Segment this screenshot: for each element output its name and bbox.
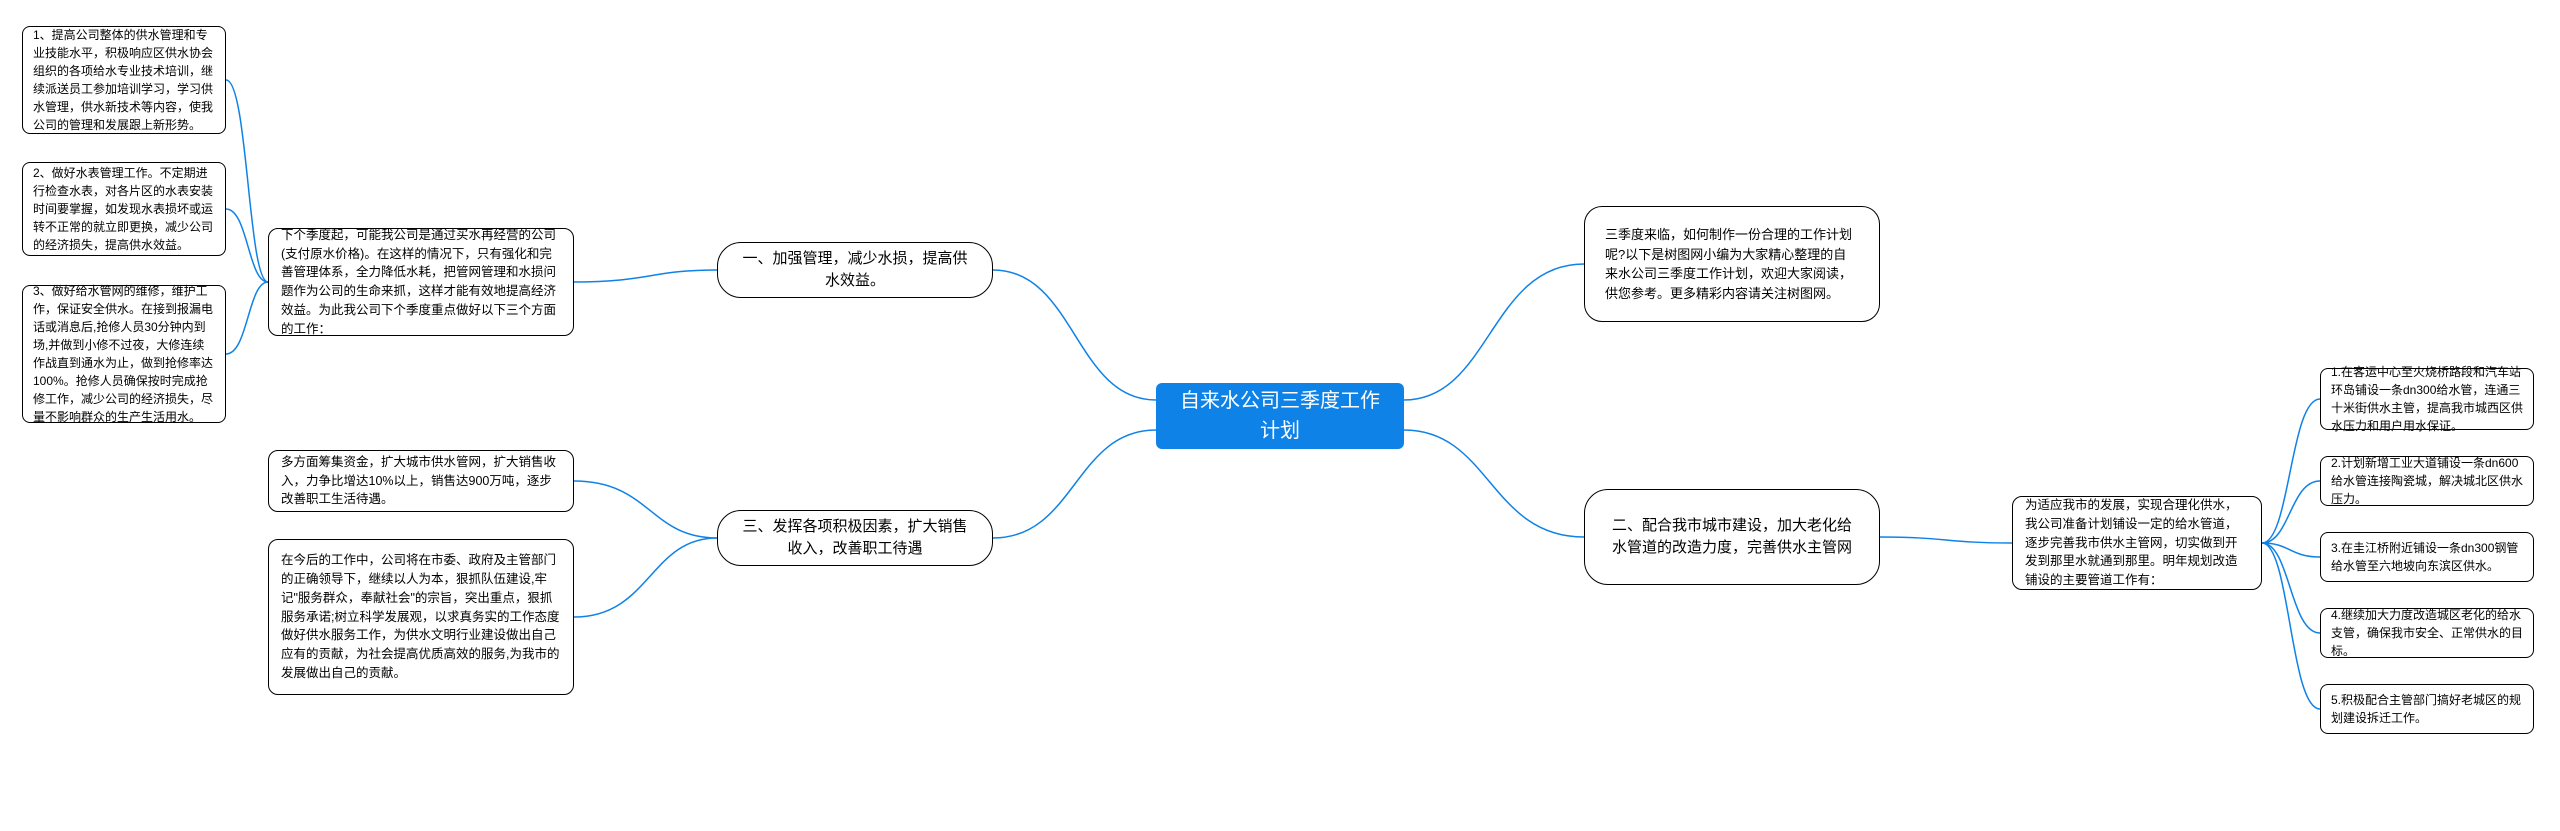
branch-1-sub: 下个季度起，可能我公司是通过买水再经营的公司(支付原水价格)。在这样的情况下，只…	[268, 228, 574, 336]
branch-1-sub-text: 下个季度起，可能我公司是通过买水再经营的公司(支付原水价格)。在这样的情况下，只…	[281, 226, 561, 339]
branch-2-leaf-2-text: 2.计划新增工业大道铺设一条dn600给水管连接陶瓷城，解决城北区供水压力。	[2331, 454, 2523, 508]
branch-2-leaf-4: 4.继续加大力度改造城区老化的给水支管，确保我市安全、正常供水的目标。	[2320, 608, 2534, 658]
branch-2-title: 二、配合我市城市建设，加大老化给水管道的改造力度，完善供水主管网	[1605, 515, 1859, 560]
center-label: 自来水公司三季度工作计划	[1174, 386, 1386, 446]
branch-2-leaf-1: 1.在客运中心至火烧桥路段和汽车站环岛铺设一条dn300给水管，连通三十米街供水…	[2320, 368, 2534, 430]
intro-text: 三季度来临，如何制作一份合理的工作计划呢?以下是树图网小编为大家精心整理的自来水…	[1605, 225, 1859, 303]
branch-3-sub-1: 多方面筹集资金，扩大城市供水管网，扩大销售收入，力争比增达10%以上，销售达90…	[268, 450, 574, 512]
branch-2-leaf-3: 3.在圭江桥附近铺设一条dn300钢管给水管至六地坡向东滨区供水。	[2320, 532, 2534, 582]
branch-3: 三、发挥各项积极因素，扩大销售收入，改善职工待遇	[717, 510, 993, 566]
branch-1-leaf-3-text: 3、做好给水管网的维修，维护工作，保证安全供水。在接到报漏电话或消息后,抢修人员…	[33, 282, 215, 426]
branch-2-sub-text: 为适应我市的发展，实现合理化供水，我公司准备计划铺设一定的给水管道，逐步完善我市…	[2025, 496, 2249, 590]
branch-3-sub-2-text: 在今后的工作中，公司将在市委、政府及主管部门的正确领导下，继续以人为本，狠抓队伍…	[281, 551, 561, 682]
branch-1-title: 一、加强管理，减少水损，提高供水效益。	[738, 248, 972, 293]
branch-2-leaf-5-text: 5.积极配合主管部门搞好老城区的规划建设拆迁工作。	[2331, 691, 2523, 727]
branch-3-sub-1-text: 多方面筹集资金，扩大城市供水管网，扩大销售收入，力争比增达10%以上，销售达90…	[281, 453, 561, 509]
branch-2-leaf-4-text: 4.继续加大力度改造城区老化的给水支管，确保我市安全、正常供水的目标。	[2331, 606, 2523, 660]
branch-2-leaf-1-text: 1.在客运中心至火烧桥路段和汽车站环岛铺设一条dn300给水管，连通三十米街供水…	[2331, 363, 2523, 435]
branch-1-leaf-2: 2、做好水表管理工作。不定期进行检查水表，对各片区的水表安装时间要掌握，如发现水…	[22, 162, 226, 256]
branch-3-sub-2: 在今后的工作中，公司将在市委、政府及主管部门的正确领导下，继续以人为本，狠抓队伍…	[268, 539, 574, 695]
branch-2-sub: 为适应我市的发展，实现合理化供水，我公司准备计划铺设一定的给水管道，逐步完善我市…	[2012, 496, 2262, 590]
branch-1: 一、加强管理，减少水损，提高供水效益。	[717, 242, 993, 298]
branch-2-leaf-2: 2.计划新增工业大道铺设一条dn600给水管连接陶瓷城，解决城北区供水压力。	[2320, 456, 2534, 506]
branch-1-leaf-3: 3、做好给水管网的维修，维护工作，保证安全供水。在接到报漏电话或消息后,抢修人员…	[22, 285, 226, 423]
branch-1-leaf-1-text: 1、提高公司整体的供水管理和专业技能水平，积极响应区供水协会组织的各项给水专业技…	[33, 26, 215, 134]
center-node: 自来水公司三季度工作计划	[1156, 383, 1404, 449]
branch-3-title: 三、发挥各项积极因素，扩大销售收入，改善职工待遇	[738, 516, 972, 561]
intro-node: 三季度来临，如何制作一份合理的工作计划呢?以下是树图网小编为大家精心整理的自来水…	[1584, 206, 1880, 322]
branch-2-leaf-3-text: 3.在圭江桥附近铺设一条dn300钢管给水管至六地坡向东滨区供水。	[2331, 539, 2523, 575]
branch-1-leaf-2-text: 2、做好水表管理工作。不定期进行检查水表，对各片区的水表安装时间要掌握，如发现水…	[33, 164, 215, 254]
branch-2-leaf-5: 5.积极配合主管部门搞好老城区的规划建设拆迁工作。	[2320, 684, 2534, 734]
branch-1-leaf-1: 1、提高公司整体的供水管理和专业技能水平，积极响应区供水协会组织的各项给水专业技…	[22, 26, 226, 134]
branch-2: 二、配合我市城市建设，加大老化给水管道的改造力度，完善供水主管网	[1584, 489, 1880, 585]
